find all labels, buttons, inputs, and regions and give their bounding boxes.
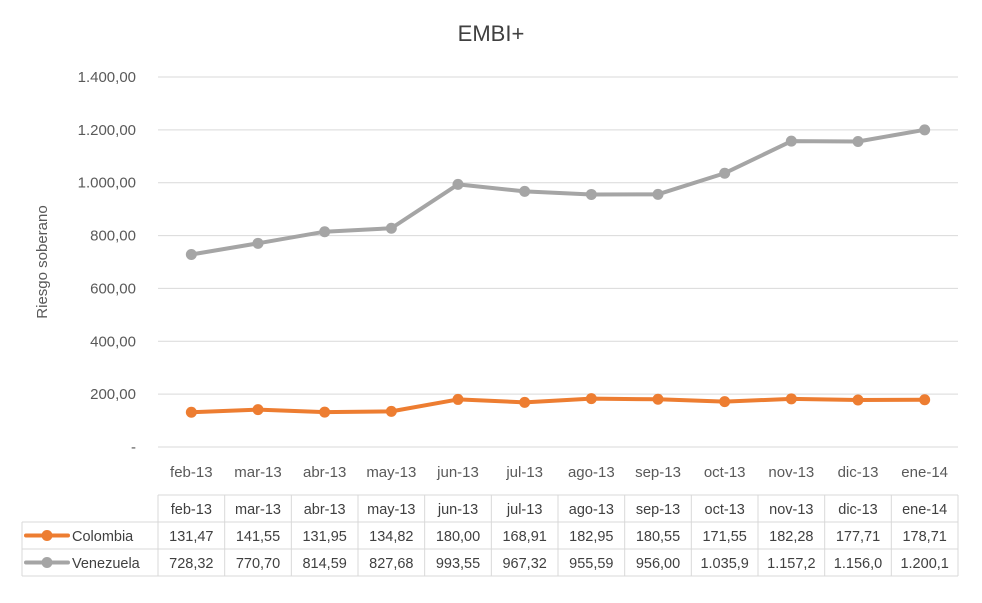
data-point-colombia	[385, 405, 397, 417]
table-value-cell: 955,59	[569, 556, 613, 572]
table-value-cell: 770,70	[236, 556, 280, 572]
table-value-cell: 1.200,1	[900, 556, 948, 572]
data-point-colombia	[319, 406, 331, 418]
data-point-venezuela	[452, 178, 464, 190]
table-header-cell: jul-13	[506, 502, 542, 518]
table-header-cell: feb-13	[171, 502, 212, 518]
series-line-colombia	[189, 396, 927, 415]
x-tick-labels: feb-13 mar-13 abr-13 may-13 jun-13 jul-13 ago-…	[170, 464, 948, 481]
data-point-colombia	[252, 404, 264, 416]
data-table: feb-13 mar-13 abr-13 may-13 jun-13 jul-13 ago-…	[21, 494, 959, 577]
table-header-cell: may-13	[367, 502, 415, 518]
table-value-cell: 956,00	[636, 556, 680, 572]
table-value-cell: 1.157,2	[767, 556, 815, 572]
data-point-colombia	[785, 393, 797, 405]
table-value-cell: 177,71	[836, 529, 880, 545]
y-tick-label: 1.200,00	[78, 122, 136, 139]
data-point-venezuela	[319, 226, 331, 238]
x-tick-label: dic-13	[838, 464, 879, 481]
table-header-cell: sep-13	[636, 502, 680, 518]
data-point-venezuela	[652, 188, 664, 200]
table-header-cell: abr-13	[304, 502, 346, 518]
x-tick-label: ago-13	[568, 464, 615, 481]
table-header-cell: oct-13	[705, 502, 745, 518]
data-point-colombia	[852, 394, 864, 406]
y-tick-label: 400,00	[90, 333, 136, 350]
data-point-venezuela	[385, 222, 397, 234]
table-value-cell: 182,28	[769, 529, 813, 545]
table-header-cell: ago-13	[569, 502, 614, 518]
y-tick-label: 200,00	[90, 386, 136, 403]
data-point-venezuela	[719, 167, 731, 179]
x-tick-label: oct-13	[704, 464, 746, 481]
data-point-venezuela	[785, 135, 797, 147]
table-value-cell: 814,59	[302, 556, 346, 572]
x-tick-label: may-13	[366, 464, 416, 481]
data-point-colombia	[185, 406, 197, 418]
table-value-cell: 131,95	[302, 529, 346, 545]
table-header-cell: mar-13	[235, 502, 281, 518]
table-value-cell: 134,82	[369, 529, 413, 545]
x-tick-label: ene-14	[901, 464, 948, 481]
series-lines	[185, 124, 931, 418]
legend-key-marker	[41, 557, 53, 568]
data-point-colombia	[719, 396, 731, 408]
data-point-venezuela	[919, 124, 931, 136]
table-value-cell: 178,71	[902, 529, 946, 545]
chart-title: EMBI+	[458, 21, 525, 46]
table-value-cell: 967,32	[502, 556, 546, 572]
table-header-cell: ene-14	[902, 502, 947, 518]
data-point-venezuela	[185, 249, 197, 261]
y-tick-label: 1.000,00	[78, 175, 136, 192]
table-value-cell: 180,55	[636, 529, 680, 545]
data-point-venezuela	[585, 188, 597, 200]
table-value-cell: 141,55	[236, 529, 280, 545]
table-value-cell: 180,00	[436, 529, 480, 545]
y-axis-label: Riesgo soberano	[34, 205, 51, 318]
x-tick-label: nov-13	[768, 464, 814, 481]
y-tick-label: 600,00	[90, 280, 136, 297]
table-header-cell: nov-13	[769, 502, 813, 518]
table-value-cell: 182,95	[569, 529, 613, 545]
data-point-venezuela	[852, 135, 864, 147]
table-header-cell: dic-13	[838, 502, 878, 518]
table-value-cell: 993,55	[436, 556, 480, 572]
data-point-colombia	[585, 393, 597, 405]
data-point-venezuela	[252, 237, 264, 249]
data-point-colombia	[919, 394, 931, 406]
table-value-cell: 728,32	[169, 556, 213, 572]
x-tick-label: jun-13	[436, 464, 479, 481]
table-value-cell: 1.156,0	[834, 556, 882, 572]
legend-key-marker	[41, 530, 53, 541]
series-line-venezuela	[189, 127, 927, 257]
table-value-cell: 168,91	[502, 529, 546, 545]
legend-series-name: Colombia	[72, 529, 134, 545]
table-value-cell: 827,68	[369, 556, 413, 572]
data-point-colombia	[452, 393, 464, 405]
table-value-cell: 131,47	[169, 529, 213, 545]
x-tick-label: sep-13	[635, 464, 681, 481]
table-header-cell: jun-13	[437, 502, 478, 518]
y-tick-label: 800,00	[90, 228, 136, 245]
x-tick-label: jul-13	[505, 464, 543, 481]
data-point-colombia	[652, 393, 664, 405]
data-point-venezuela	[519, 185, 531, 197]
legend-series-name: Venezuela	[72, 556, 141, 572]
data-point-colombia	[519, 396, 531, 408]
y-tick-label: 1.400,00	[78, 69, 136, 86]
table-value-cell: 1.035,9	[700, 556, 748, 572]
x-tick-label: mar-13	[234, 464, 282, 481]
x-tick-label: abr-13	[303, 464, 346, 481]
y-tick-label: -	[131, 439, 136, 456]
y-tick-labels: - 200,00 400,00 600,00 800,00 1.000,00 1.200,0…	[78, 69, 136, 456]
x-tick-label: feb-13	[170, 464, 213, 481]
gridlines	[158, 76, 958, 448]
table-value-cell: 171,55	[702, 529, 746, 545]
